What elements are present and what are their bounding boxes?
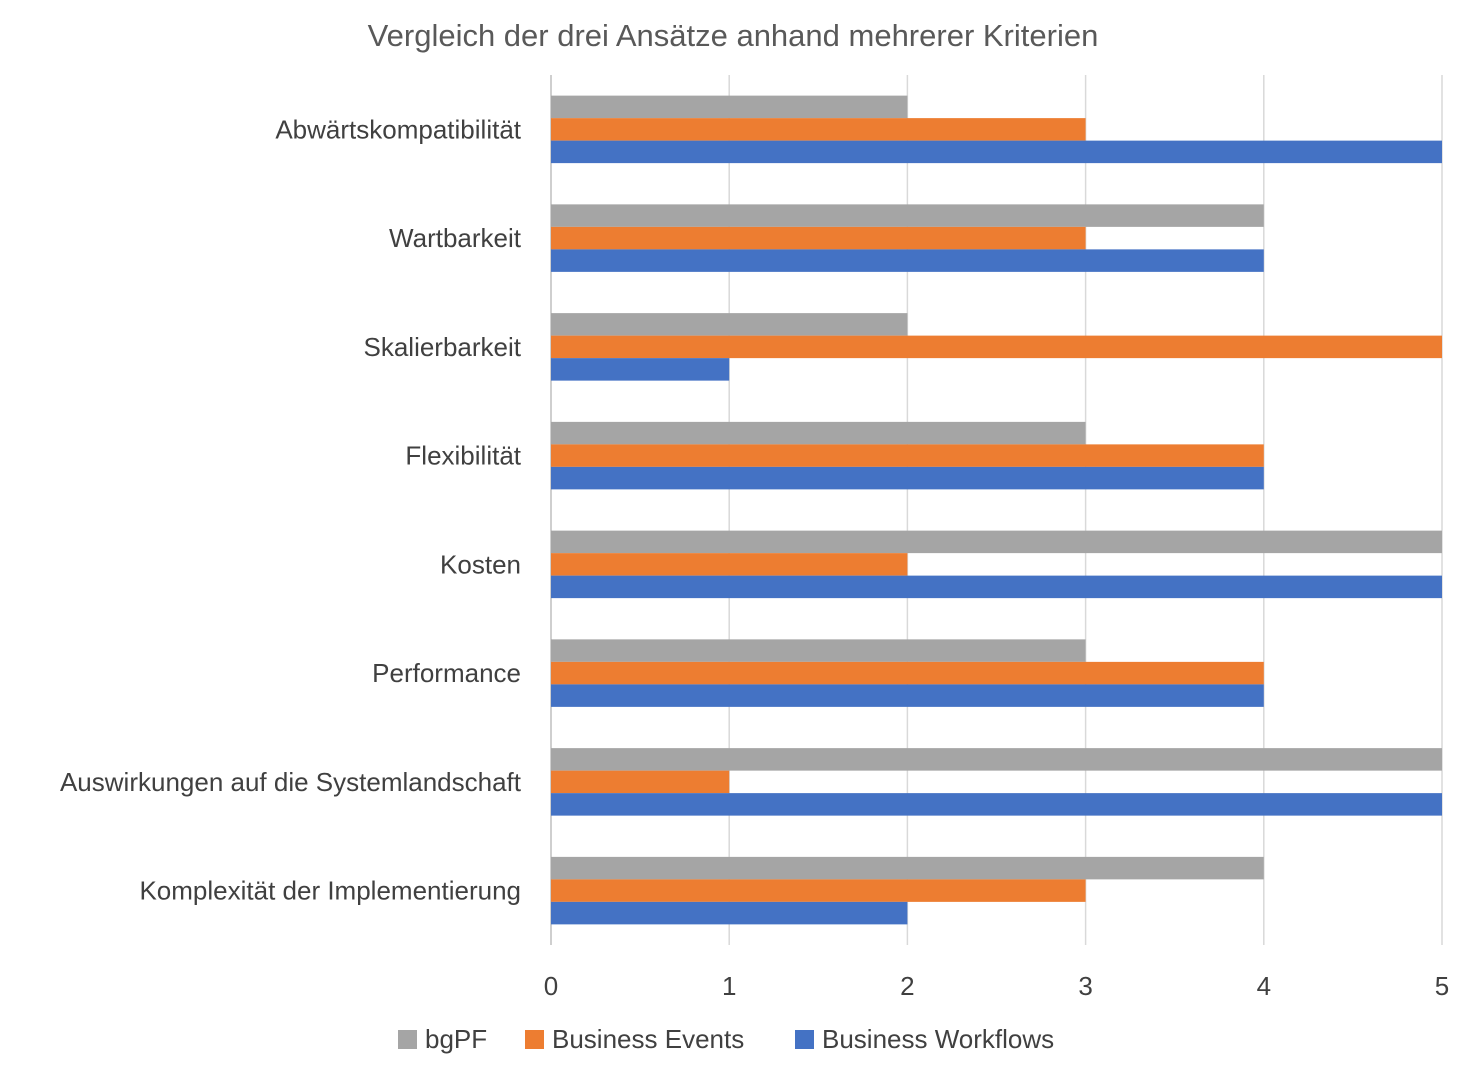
bar (551, 466, 1264, 490)
bar (551, 661, 1264, 685)
bar (551, 879, 1086, 902)
legend-label: Business Workflows (822, 1024, 1054, 1054)
bar (551, 95, 908, 119)
legend-swatch (795, 1030, 814, 1049)
category-labels: Abwärtskompatibilität Wartbarkeit Skalierb… (60, 114, 522, 905)
bar (551, 226, 1086, 250)
legend: bgPF Business Events Business Workflows (398, 1024, 1054, 1054)
bar (551, 530, 1442, 554)
bar (551, 553, 908, 576)
legend-label: bgPF (425, 1024, 487, 1054)
bar (551, 118, 1086, 141)
x-tick-label: 5 (1435, 971, 1449, 1001)
bar (551, 639, 1086, 662)
bar (551, 575, 1442, 599)
x-tick-label: 0 (544, 971, 558, 1001)
bar (551, 421, 1086, 445)
category-label: Performance (372, 658, 521, 688)
legend-swatch (525, 1030, 544, 1049)
bar (551, 358, 730, 381)
x-tick-label: 3 (1078, 971, 1092, 1001)
category-label: Skalierbarkeit (363, 332, 521, 362)
legend-label: Business Events (552, 1024, 744, 1054)
bar (551, 249, 1264, 272)
category-label: Kosten (440, 549, 521, 579)
x-tick-label: 2 (900, 971, 914, 1001)
x-tick-label: 4 (1257, 971, 1271, 1001)
bar (551, 140, 1442, 164)
legend-swatch (398, 1030, 417, 1049)
category-label: Auswirkungen auf die Systemlandschaft (60, 767, 522, 797)
x-tick-label: 1 (722, 971, 736, 1001)
category-label: Wartbarkeit (389, 223, 522, 253)
bar (551, 770, 730, 794)
category-label: Flexibilität (405, 441, 521, 471)
bar (551, 313, 908, 336)
category-label: Komplexität der Implementierung (139, 876, 521, 906)
bars (551, 95, 1442, 925)
bar (551, 793, 1442, 816)
bar (551, 335, 1442, 359)
bar (551, 901, 908, 925)
bar (551, 204, 1264, 227)
bar (551, 856, 1264, 880)
category-label: Abwärtskompatibilität (275, 114, 521, 144)
chart-title: Vergleich der drei Ansätze anhand mehrer… (368, 18, 1099, 53)
bar (551, 748, 1442, 771)
bar (551, 684, 1264, 707)
bar (551, 444, 1264, 467)
tick-labels: 0 1 2 3 4 5 (544, 971, 1449, 1001)
